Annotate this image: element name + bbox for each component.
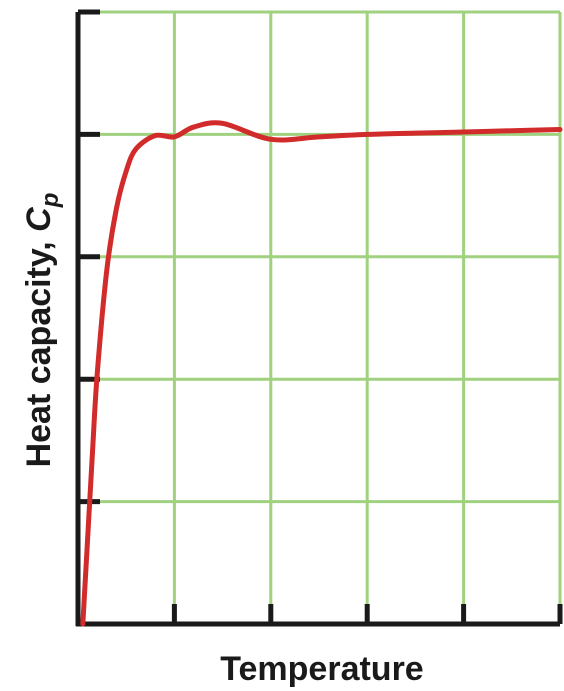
- y-axis-label-text: Heat capacity,: [20, 232, 58, 468]
- y-axis-label-subscript: p: [37, 193, 64, 209]
- axes: [75, 12, 560, 627]
- x-axis-label: Temperature: [220, 650, 423, 688]
- grid-lines: [78, 10, 562, 624]
- axis-ticks: [78, 9, 563, 624]
- y-axis-label: Heat capacity, Cp: [20, 193, 64, 468]
- y-axis-label-symbol: C: [20, 207, 58, 232]
- heat-capacity-curve: [80, 120, 563, 627]
